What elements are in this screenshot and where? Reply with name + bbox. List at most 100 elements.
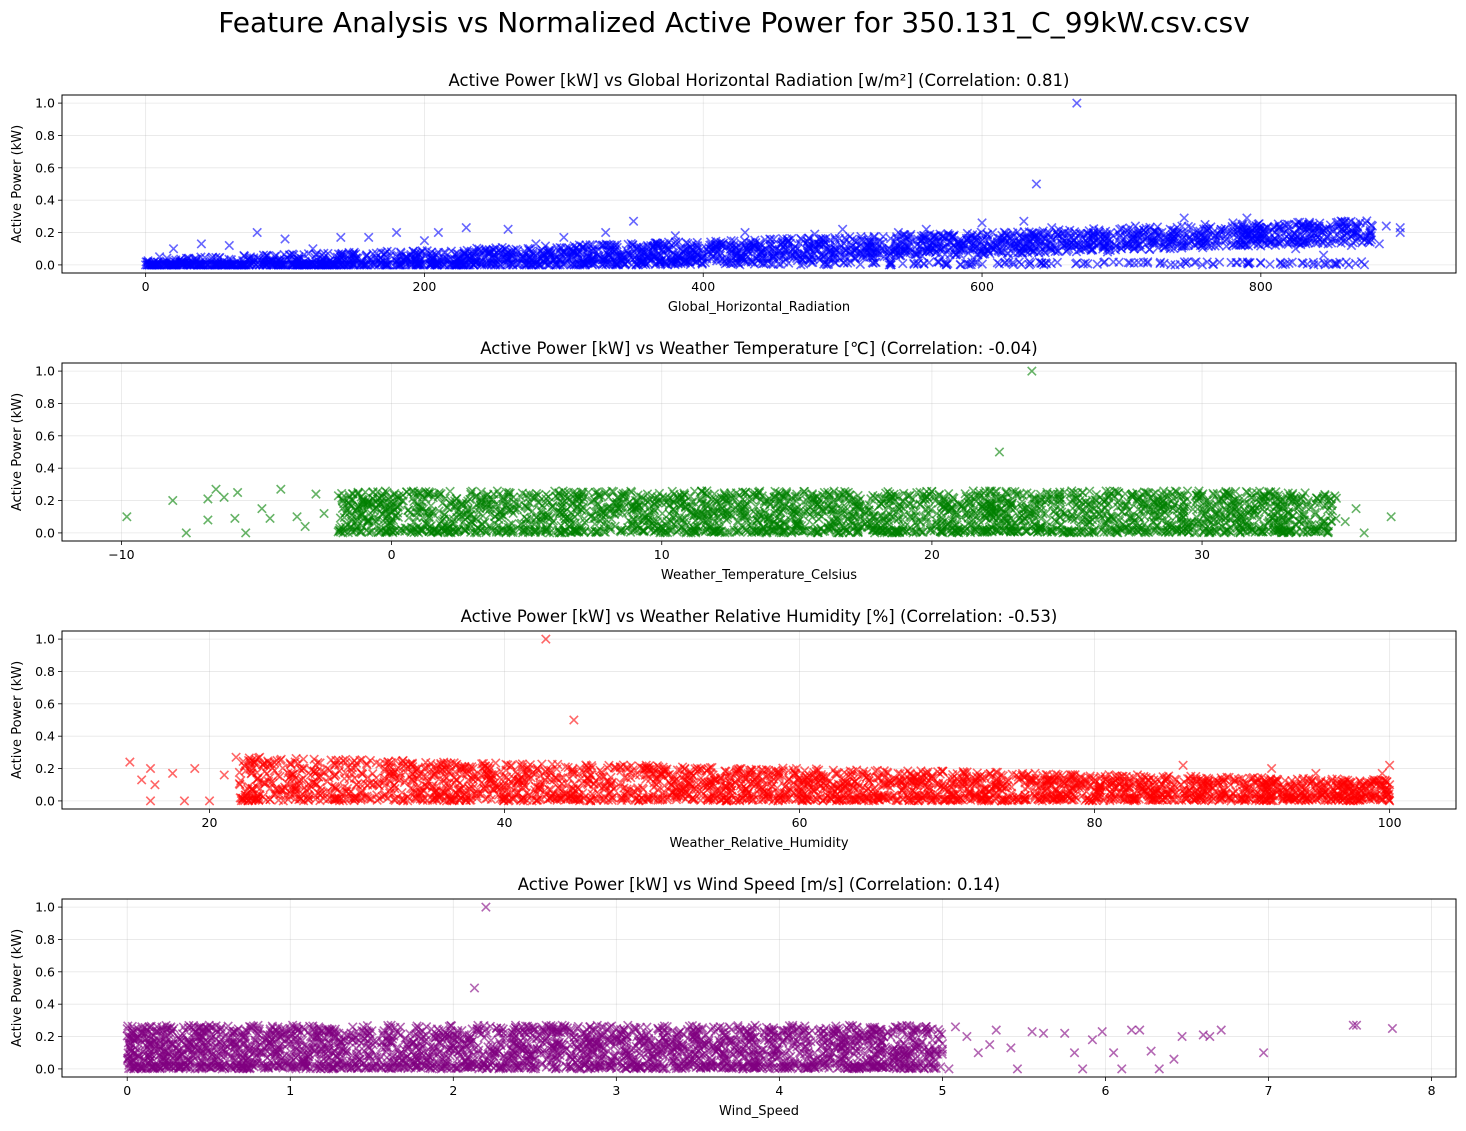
data-point bbox=[1177, 243, 1187, 253]
data-point bbox=[970, 243, 980, 254]
data-point bbox=[471, 491, 482, 501]
data-point bbox=[1068, 503, 1078, 514]
data-point bbox=[1116, 243, 1127, 254]
data-point bbox=[1318, 250, 1329, 260]
data-point bbox=[459, 251, 470, 262]
data-point bbox=[1103, 515, 1113, 525]
data-point bbox=[978, 241, 989, 252]
data-point bbox=[1177, 221, 1187, 231]
data-point bbox=[1165, 231, 1176, 242]
data-point bbox=[489, 245, 499, 256]
data-point bbox=[558, 247, 569, 258]
data-point bbox=[1082, 499, 1093, 510]
data-point bbox=[843, 514, 853, 525]
data-point bbox=[1323, 526, 1334, 537]
data-point bbox=[433, 227, 444, 238]
data-point bbox=[1322, 224, 1332, 235]
data-point bbox=[917, 235, 927, 245]
data-point bbox=[341, 506, 352, 516]
data-point bbox=[175, 257, 186, 268]
data-point bbox=[600, 227, 611, 238]
data-point bbox=[228, 258, 239, 269]
data-point bbox=[1191, 257, 1201, 267]
data-point bbox=[1197, 260, 1208, 270]
data-point bbox=[590, 246, 601, 256]
data-point bbox=[663, 244, 674, 255]
data-point bbox=[1027, 494, 1037, 504]
data-point bbox=[805, 502, 815, 512]
data-point bbox=[850, 253, 861, 264]
data-point bbox=[1279, 527, 1289, 538]
data-point bbox=[554, 488, 564, 499]
data-point bbox=[1072, 258, 1082, 268]
data-point bbox=[1020, 242, 1031, 252]
data-point bbox=[1287, 495, 1298, 505]
data-point bbox=[865, 248, 876, 259]
data-point bbox=[498, 494, 508, 504]
data-point bbox=[544, 497, 554, 508]
data-point bbox=[1346, 216, 1356, 227]
data-point bbox=[359, 260, 369, 270]
data-point bbox=[573, 245, 583, 256]
data-point bbox=[1227, 240, 1238, 250]
data-point bbox=[445, 486, 455, 497]
data-point bbox=[947, 232, 957, 242]
data-point bbox=[1102, 247, 1113, 257]
data-point bbox=[882, 526, 893, 536]
data-point bbox=[158, 257, 169, 268]
data-point bbox=[1296, 221, 1307, 231]
data-point bbox=[583, 487, 594, 497]
data-point bbox=[1262, 239, 1273, 250]
data-point bbox=[1298, 527, 1309, 538]
data-point bbox=[611, 260, 621, 270]
data-point bbox=[382, 260, 392, 270]
data-point bbox=[1046, 222, 1057, 233]
data-point bbox=[1283, 219, 1294, 230]
data-point bbox=[735, 242, 746, 253]
data-point bbox=[415, 248, 426, 258]
data-point bbox=[1019, 216, 1029, 226]
data-point bbox=[1153, 243, 1163, 253]
data-point bbox=[909, 259, 919, 270]
data-point bbox=[463, 505, 473, 516]
data-point bbox=[142, 260, 153, 270]
data-point bbox=[1330, 233, 1340, 244]
data-point bbox=[1287, 257, 1297, 267]
data-point bbox=[478, 511, 488, 521]
data-point bbox=[185, 260, 196, 270]
data-point bbox=[545, 520, 555, 531]
data-point bbox=[468, 514, 478, 524]
data-point bbox=[1194, 518, 1205, 529]
data-point bbox=[531, 517, 541, 527]
data-point bbox=[1092, 259, 1103, 270]
data-point bbox=[1109, 239, 1120, 249]
data-point bbox=[206, 253, 217, 264]
data-point bbox=[523, 255, 534, 265]
data-point bbox=[527, 506, 538, 516]
data-point bbox=[237, 259, 248, 270]
data-point bbox=[1161, 489, 1172, 500]
scatter-points-radiation bbox=[140, 98, 1406, 270]
data-point bbox=[735, 259, 745, 270]
data-point bbox=[1203, 516, 1213, 527]
data-point bbox=[618, 257, 628, 267]
data-point bbox=[1167, 225, 1178, 236]
data-point bbox=[642, 240, 653, 251]
data-point bbox=[580, 258, 590, 269]
data-point bbox=[628, 216, 639, 226]
data-point bbox=[900, 241, 911, 251]
data-point bbox=[897, 258, 908, 269]
data-point bbox=[874, 236, 885, 246]
data-point bbox=[1077, 233, 1088, 243]
data-point bbox=[1256, 224, 1266, 235]
data-point bbox=[679, 257, 689, 268]
data-point bbox=[1056, 238, 1067, 249]
data-point bbox=[1359, 260, 1370, 270]
data-point bbox=[591, 527, 602, 538]
data-point bbox=[557, 501, 567, 512]
data-point bbox=[919, 512, 929, 522]
data-point bbox=[765, 234, 776, 245]
data-point bbox=[258, 250, 269, 260]
data-point bbox=[1100, 242, 1110, 252]
data-point bbox=[521, 260, 531, 270]
